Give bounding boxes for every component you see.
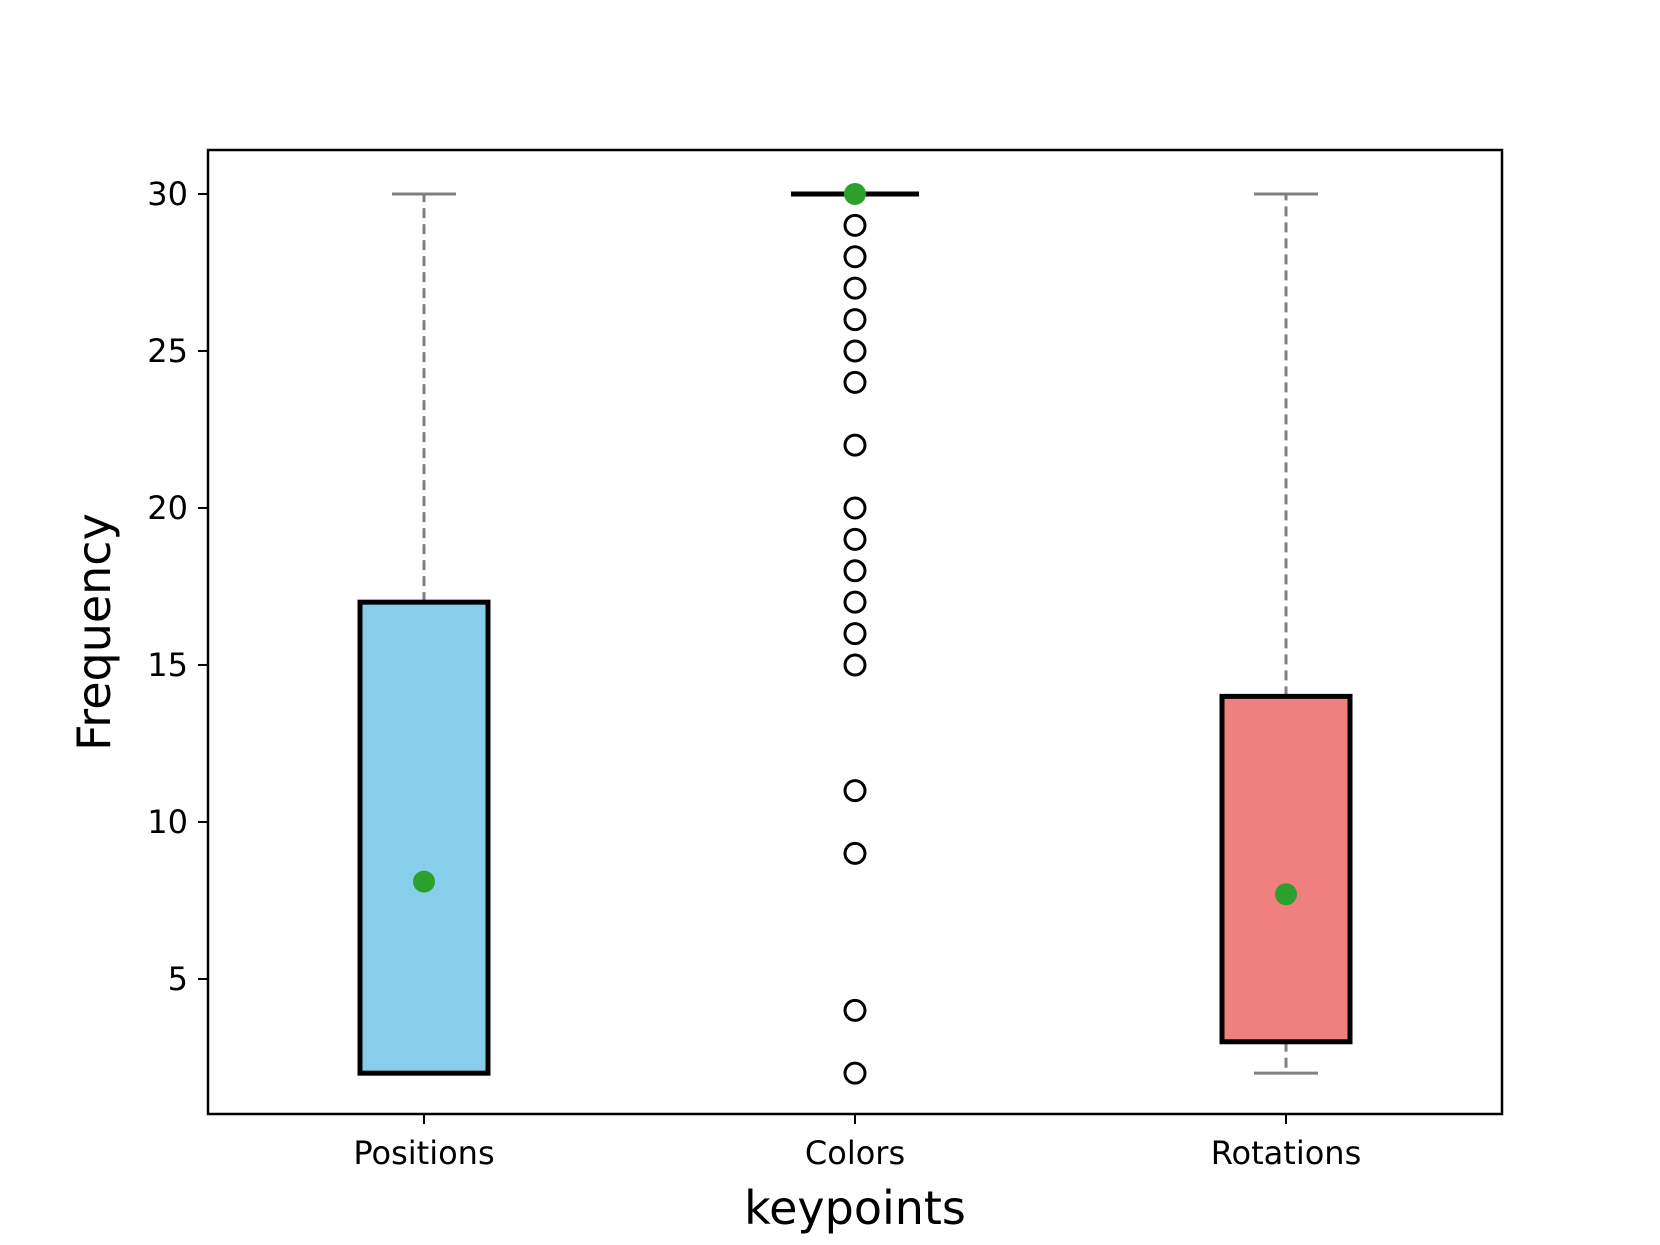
outlier-point [843, 213, 867, 237]
outlier-point [843, 622, 867, 646]
outlier-point [843, 841, 867, 865]
outlier-point [843, 245, 867, 269]
outlier-point [843, 370, 867, 394]
x-tick-label: Positions [353, 1134, 494, 1172]
y-axis-label: Frequency [67, 513, 121, 751]
mean-marker [413, 870, 435, 893]
y-tick-label: 15 [147, 646, 188, 684]
outlier-point [843, 339, 867, 363]
y-tick-label: 10 [147, 803, 188, 841]
box-body [1219, 693, 1353, 1045]
outlier-point [843, 779, 867, 803]
outlier-point [843, 496, 867, 520]
outlier-point [843, 559, 867, 583]
box-group-rotations [1219, 192, 1353, 1075]
x-tick-label: Rotations [1211, 1134, 1362, 1172]
mean-marker [844, 182, 866, 205]
box-body [357, 599, 491, 1076]
y-tick-label: 25 [147, 332, 188, 370]
y-tick-label: 5 [168, 960, 188, 998]
outlier-point [843, 308, 867, 332]
box-group-positions [357, 192, 491, 1076]
outlier-point [843, 590, 867, 614]
outlier-point [843, 653, 867, 677]
y-tick-label: 30 [147, 175, 188, 213]
outlier-point [843, 276, 867, 300]
outlier-point [843, 433, 867, 457]
x-axis-label: keypoints [744, 1181, 966, 1235]
y-tick-label: 20 [147, 489, 188, 527]
outlier-point [843, 1061, 867, 1085]
mean-marker [1275, 883, 1297, 906]
plot-area [357, 182, 1353, 1085]
outlier-point [843, 998, 867, 1022]
axes: Positions Colors Rotations 5 10 15 20 25 30 [147, 175, 1361, 1172]
x-tick-label: Colors [805, 1134, 905, 1172]
box-group-colors [791, 182, 919, 1085]
outlier-point [843, 527, 867, 551]
